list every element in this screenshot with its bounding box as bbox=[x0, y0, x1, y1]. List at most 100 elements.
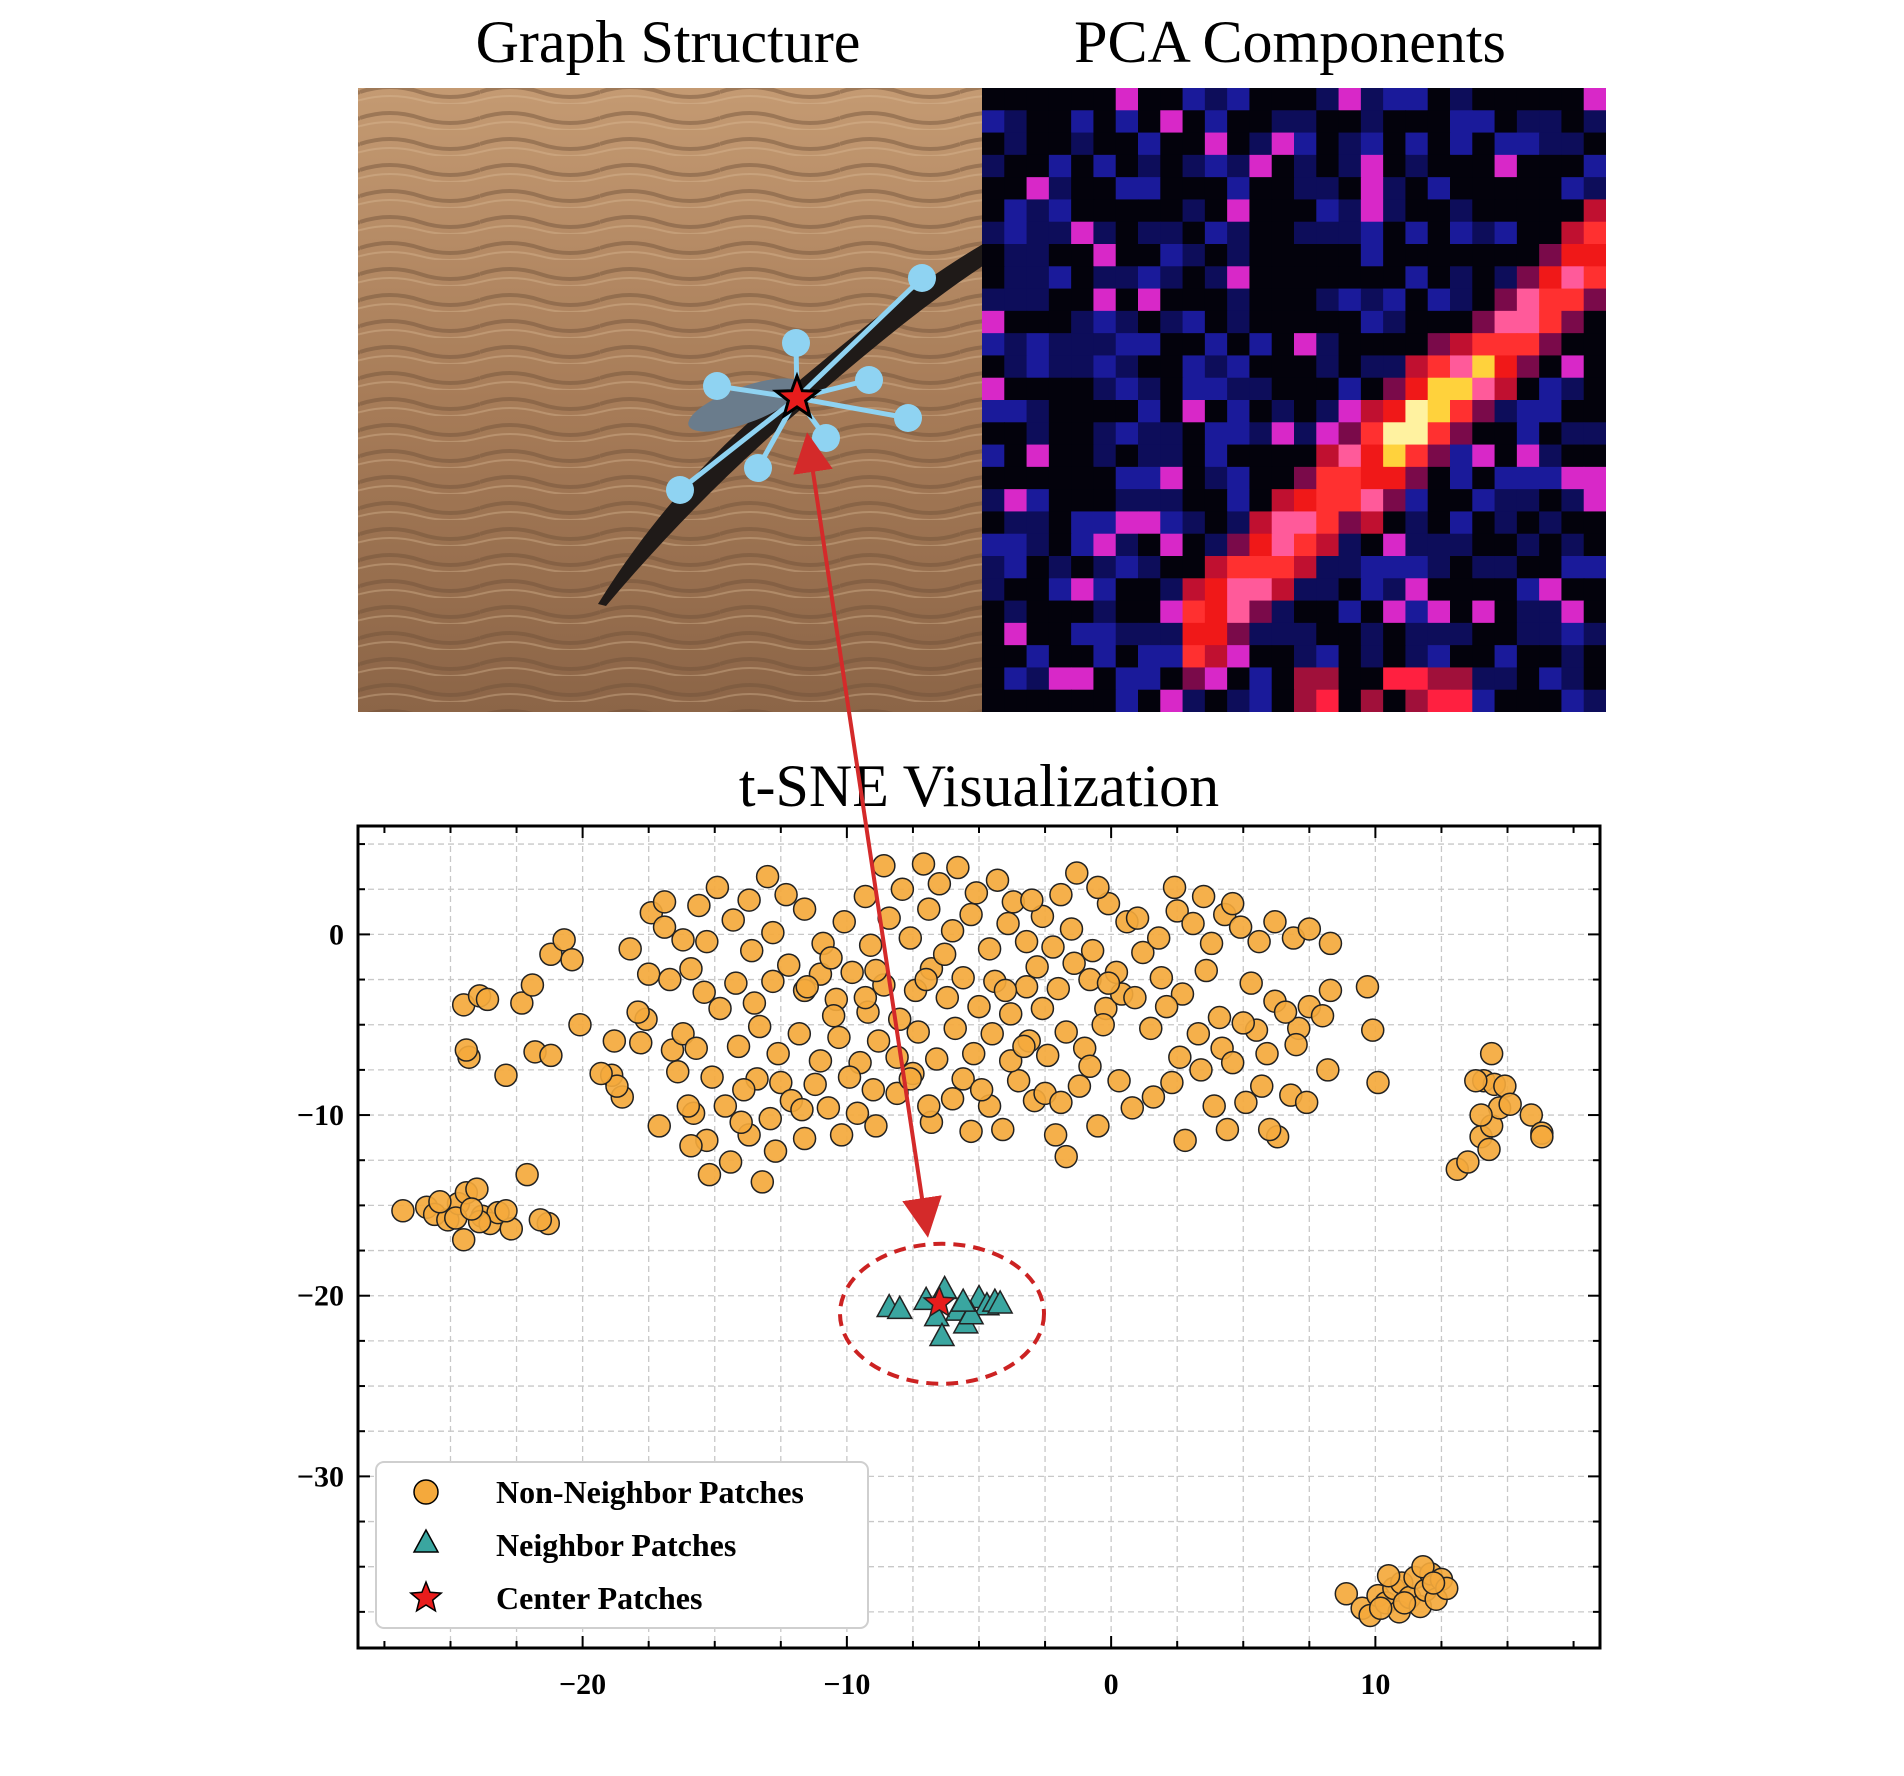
pca-cell bbox=[1160, 466, 1184, 490]
pca-cell bbox=[1360, 221, 1384, 245]
graph-edge bbox=[795, 276, 924, 400]
pca-cell bbox=[1427, 400, 1451, 423]
pca-cell bbox=[1450, 533, 1473, 557]
pca-cell bbox=[1182, 444, 1206, 468]
pca-cell bbox=[1138, 355, 1161, 379]
pca-cell bbox=[1160, 667, 1184, 691]
pca-cell bbox=[1383, 199, 1407, 223]
pca-cell bbox=[1227, 622, 1251, 646]
pca-cell bbox=[1338, 511, 1362, 535]
non-neighbor-point bbox=[1149, 966, 1174, 990]
pca-cell bbox=[1472, 645, 1496, 669]
non-neighbor-point bbox=[451, 1227, 476, 1252]
pca-cell bbox=[1026, 355, 1050, 379]
non-neighbor-point bbox=[528, 1208, 553, 1232]
non-neighbor-point bbox=[692, 980, 716, 1004]
non-neighbor-point bbox=[605, 1074, 629, 1098]
pca-cell bbox=[1338, 154, 1362, 178]
pca-cell bbox=[1316, 110, 1340, 134]
pca-cell bbox=[1182, 578, 1206, 602]
pca-cell bbox=[1160, 489, 1184, 513]
pca-cell bbox=[1472, 377, 1496, 401]
pca-cell bbox=[1071, 244, 1095, 267]
non-neighbor-point bbox=[1041, 935, 1065, 959]
pca-cell bbox=[1115, 645, 1139, 669]
pca-cell bbox=[1450, 400, 1473, 423]
pca-cell bbox=[1516, 333, 1540, 357]
pca-cell bbox=[1583, 667, 1606, 691]
non-neighbor-point bbox=[795, 975, 819, 999]
pca-cell bbox=[1316, 88, 1340, 111]
non-neighbor-point bbox=[761, 920, 785, 945]
pca-cell bbox=[982, 288, 1005, 312]
pca-cell bbox=[982, 333, 1005, 357]
pca-cell bbox=[1071, 333, 1095, 357]
pca-cell bbox=[1338, 489, 1362, 513]
pca-cell bbox=[1249, 645, 1273, 669]
pca-cell bbox=[1138, 110, 1161, 134]
pca-cell bbox=[1494, 689, 1518, 712]
non-neighbor-point bbox=[1263, 909, 1287, 934]
non-neighbor-point bbox=[998, 1002, 1023, 1026]
sea-waves bbox=[358, 88, 982, 712]
pca-cell bbox=[1583, 132, 1606, 156]
non-neighbor-point bbox=[1173, 1128, 1197, 1153]
non-neighbor-point bbox=[943, 1016, 967, 1041]
pca-cell bbox=[1026, 622, 1050, 646]
non-neighbor-point bbox=[1250, 1074, 1274, 1098]
pca-cell bbox=[1316, 199, 1340, 223]
neighbor-point bbox=[957, 1300, 985, 1325]
pca-cell bbox=[1539, 199, 1563, 223]
pca-cell bbox=[1093, 622, 1117, 646]
pca-cell bbox=[1561, 645, 1585, 669]
pca-cell bbox=[1472, 177, 1496, 201]
pca-cell bbox=[1160, 110, 1184, 134]
pca-cell bbox=[1427, 466, 1451, 490]
non-neighbor-point bbox=[776, 953, 801, 977]
pca-cell bbox=[1516, 221, 1540, 245]
y-tick-label: −20 bbox=[297, 1280, 344, 1313]
non-neighbor-point bbox=[917, 897, 941, 921]
pca-cell bbox=[1004, 556, 1028, 579]
pca-cell bbox=[1115, 489, 1139, 513]
non-neighbor-point bbox=[676, 1094, 701, 1118]
pca-cell bbox=[1048, 154, 1072, 178]
pca-cell bbox=[1115, 400, 1139, 423]
pca-cell bbox=[1182, 511, 1206, 535]
pca-cell bbox=[982, 377, 1005, 401]
pca-cell bbox=[1405, 88, 1429, 111]
pca-cell bbox=[1360, 466, 1384, 490]
pca-cell bbox=[1583, 689, 1606, 712]
pca-cell bbox=[1249, 110, 1273, 134]
pca-cell bbox=[1294, 600, 1317, 624]
non-neighbor-point bbox=[977, 937, 1002, 961]
pca-cell bbox=[1115, 154, 1139, 178]
graph-edge bbox=[796, 395, 909, 421]
pca-cell bbox=[1360, 444, 1384, 468]
pca-cell bbox=[1138, 154, 1161, 178]
pca-cell bbox=[1360, 400, 1384, 423]
pca-cell bbox=[1405, 533, 1429, 557]
non-neighbor-point bbox=[747, 1014, 772, 1039]
non-neighbor-point bbox=[1334, 1582, 1359, 1606]
pca-cell bbox=[1494, 400, 1518, 423]
non-neighbor-point bbox=[840, 960, 864, 985]
pca-cell bbox=[1048, 466, 1072, 490]
pca-cell bbox=[1204, 310, 1228, 334]
pca-cell bbox=[1093, 333, 1117, 357]
pca-cell bbox=[1048, 199, 1072, 223]
non-neighbor-point bbox=[391, 1199, 415, 1223]
pca-cell bbox=[1383, 266, 1407, 290]
non-neighbor-point bbox=[1141, 1085, 1166, 1109]
pca-cell bbox=[1427, 310, 1451, 334]
pca-cell bbox=[1071, 578, 1095, 602]
pca-cell bbox=[1026, 689, 1050, 712]
pca-cell bbox=[1004, 466, 1028, 490]
pca-cell bbox=[1026, 511, 1050, 535]
pca-cell bbox=[1071, 199, 1095, 223]
legend-non-neighbor: Non-Neighbor Patches bbox=[496, 1474, 804, 1510]
pca-cell bbox=[1071, 645, 1095, 669]
pca-cell bbox=[1026, 266, 1050, 290]
pca-cell bbox=[1071, 132, 1095, 156]
pca-cell bbox=[1494, 578, 1518, 602]
